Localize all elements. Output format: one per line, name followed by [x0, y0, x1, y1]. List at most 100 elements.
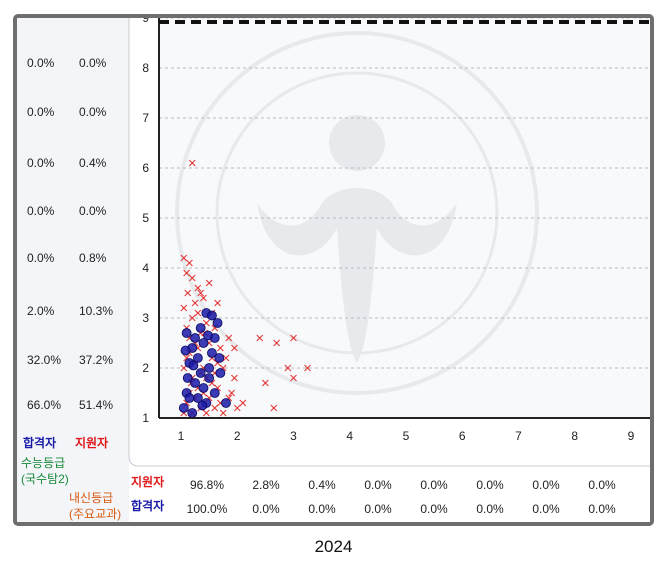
applicant-point	[219, 409, 227, 417]
admitted-point	[195, 323, 206, 333]
csat-admitted-pct: 0.0%	[27, 105, 55, 119]
applicant-point	[205, 279, 213, 287]
applicant-point	[180, 254, 188, 262]
school-admitted-pct: 0.0%	[252, 502, 280, 516]
admitted-legend-label: 합격자	[23, 436, 57, 450]
applicant-point	[191, 299, 199, 307]
applicant-point	[211, 404, 219, 412]
admitted-point	[190, 378, 200, 388]
scatter-plot: 1 2 3 4 5 6 7 8 9 1 2 3 4 5 6 7 8 9	[128, 18, 650, 467]
applicant-point	[239, 399, 247, 407]
applicant-point	[216, 344, 224, 352]
school-admitted-pct: 0.0%	[476, 502, 504, 516]
x-tick-label: 5	[403, 429, 410, 443]
chart-frame: 0.0% 0.0% 0.0% 0.0% 0.0% 0.4% 0.0% 0.0% 0.0% 0.8%…	[13, 14, 654, 526]
applicant-point	[270, 404, 278, 412]
x-tick-label: 1	[178, 429, 185, 443]
y-tick-label: 5	[142, 211, 149, 225]
y-tick-label: 7	[142, 111, 149, 125]
admitted-point	[192, 353, 203, 363]
csat-applicant-pct: 0.0%	[79, 204, 107, 218]
applicant-point	[231, 374, 238, 382]
admitted-point	[190, 333, 200, 343]
csat-applicant-pct: 10.3%	[79, 304, 114, 318]
admitted-point	[214, 353, 225, 363]
school-grade-sublabel: (주요교과)	[69, 507, 122, 521]
school-applicant-pct: 0.0%	[476, 478, 504, 492]
school-applicant-pct: 0.0%	[532, 478, 560, 492]
applicant-point	[228, 389, 236, 397]
admitted-series	[178, 308, 231, 418]
school-grade-label: 내신등급	[69, 491, 114, 505]
watermark-seal	[175, 31, 539, 395]
plot-panel-border	[128, 18, 650, 467]
applicant-point	[194, 309, 202, 317]
applicant-point	[284, 364, 292, 372]
applicant-point	[261, 379, 269, 387]
y-tick-label: 9	[142, 18, 149, 25]
applicant-point	[222, 354, 230, 362]
admitted-point	[204, 373, 215, 383]
school-applicant-pct: 0.0%	[420, 478, 448, 492]
grid-lines	[159, 18, 650, 369]
admitted-point	[212, 318, 223, 328]
csat-admitted-pct: 0.0%	[27, 204, 55, 218]
school-applicant-pct: 0.0%	[364, 478, 392, 492]
y-tick-label: 8	[142, 61, 149, 75]
school-distribution-panel	[129, 466, 650, 522]
csat-distribution-panel: 0.0% 0.0% 0.0% 0.0% 0.0% 0.4% 0.0% 0.0% 0.0% 0.8%…	[17, 18, 129, 522]
applicant-point	[194, 284, 202, 292]
admitted-point	[204, 363, 215, 373]
admitted-point	[198, 338, 209, 348]
admitted-point	[203, 330, 213, 341]
admitted-point	[207, 310, 217, 321]
applicant-point	[188, 314, 196, 322]
y-tick-label: 3	[142, 311, 149, 325]
applicant-point	[197, 289, 205, 297]
y-tick-label: 6	[142, 161, 149, 175]
x-tick-label: 7	[515, 429, 522, 443]
admitted-point	[178, 403, 189, 413]
x-tick-label: 6	[459, 429, 466, 443]
admitted-point	[184, 393, 195, 403]
csat-admitted-pct: 2.0%	[27, 304, 55, 318]
year-caption: 2024	[314, 537, 353, 556]
admitted-point	[188, 360, 199, 371]
csat-applicant-pct: 0.8%	[79, 251, 107, 265]
csat-applicant-pct: 37.2%	[79, 353, 114, 367]
school-applicant-pct: 0.4%	[308, 478, 336, 492]
y-tick-label: 2	[142, 361, 149, 375]
applicant-point	[188, 274, 196, 282]
school-admitted-pct: 0.0%	[364, 502, 392, 516]
csat-applicant-pct: 0.0%	[79, 105, 107, 119]
applicant-point	[256, 334, 264, 342]
admitted-point	[198, 383, 209, 393]
applicant-series	[180, 159, 311, 417]
school-admitted-pct: 0.0%	[420, 502, 448, 516]
admitted-point	[197, 400, 208, 411]
x-tick-label: 9	[628, 429, 635, 443]
admitted-point	[181, 328, 192, 338]
applicant-point	[188, 159, 196, 167]
school-admitted-pct: 100.0%	[186, 502, 228, 516]
x-tick-label: 4	[346, 429, 353, 443]
csat-admitted-pct: 0.0%	[27, 56, 55, 70]
applicant-point	[290, 374, 297, 382]
admitted-point	[180, 345, 191, 356]
admitted-point	[195, 368, 206, 378]
x-tick-label: 2	[234, 429, 241, 443]
y-tick-label: 4	[142, 261, 149, 275]
applicant-point	[184, 289, 192, 297]
school-applicant-pct: 0.0%	[588, 478, 616, 492]
admitted-point	[182, 373, 193, 383]
csat-grade-sublabel: (국수탐2)	[21, 472, 69, 486]
applicant-point	[180, 304, 188, 312]
applicant-point	[290, 334, 297, 342]
csat-grade-label: 수능등급	[21, 456, 66, 470]
applicant-point	[186, 259, 193, 267]
csat-admitted-pct: 66.0%	[27, 398, 62, 412]
x-tick-label: 8	[571, 429, 578, 443]
csat-admitted-pct: 0.0%	[27, 251, 55, 265]
csat-admitted-pct: 32.0%	[27, 353, 62, 367]
admitted-point	[221, 398, 231, 408]
